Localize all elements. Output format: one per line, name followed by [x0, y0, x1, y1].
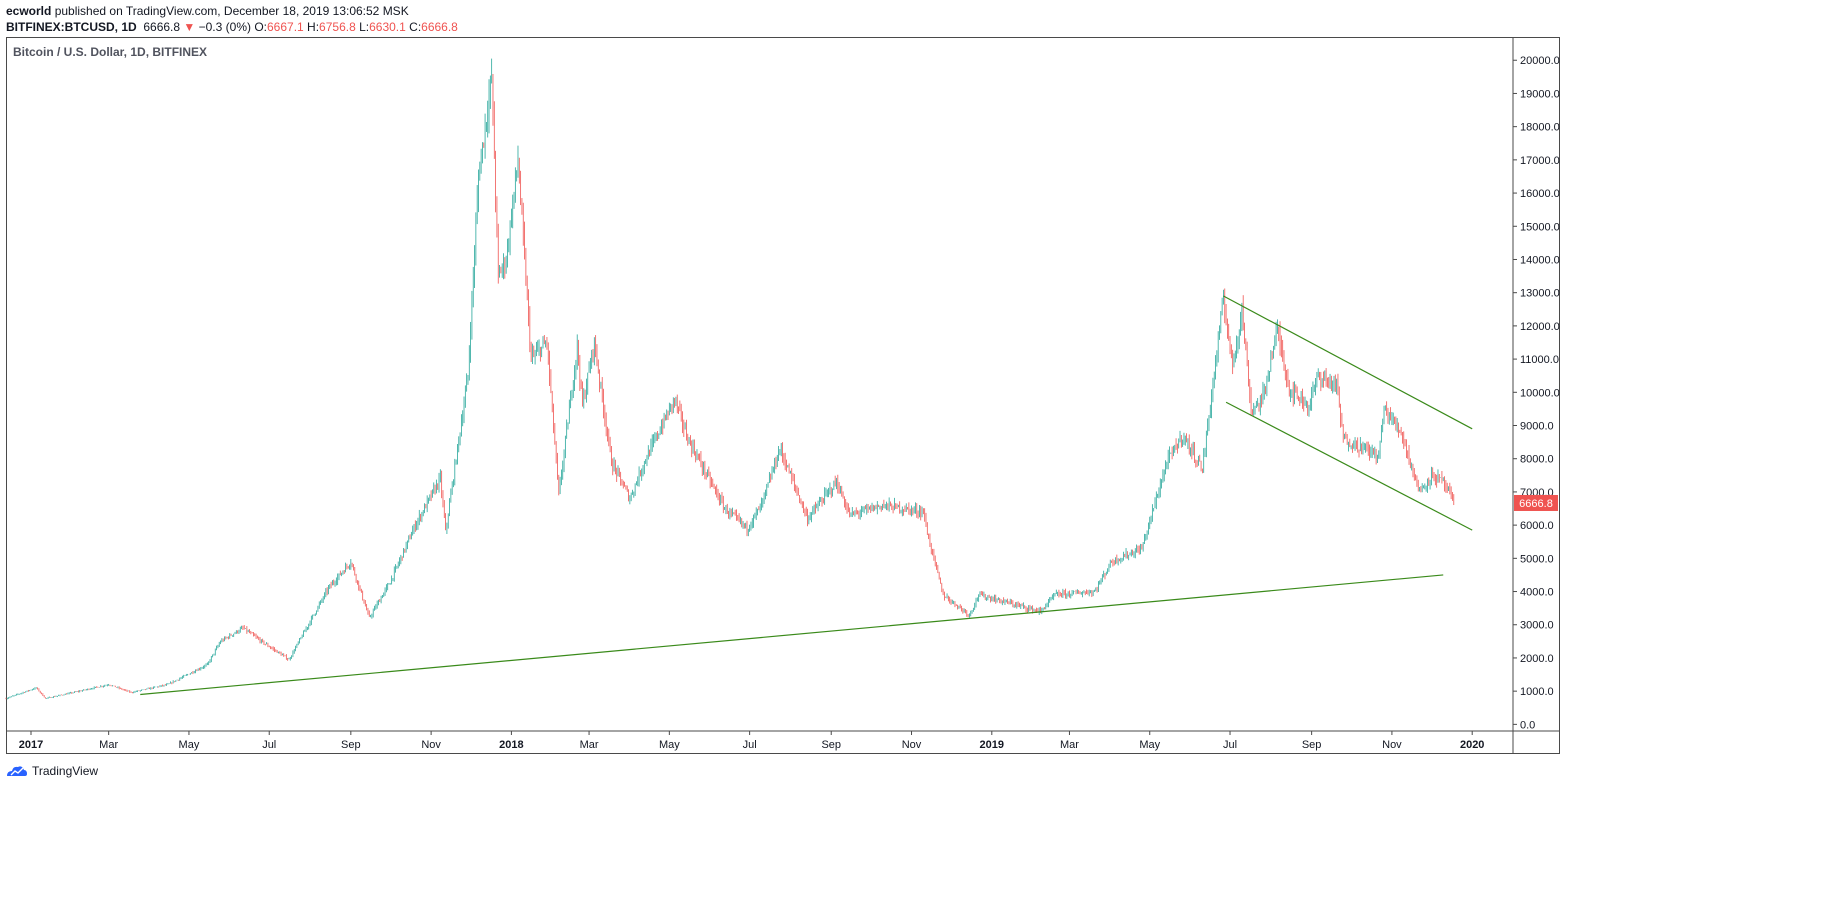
price-tick-label: 19000.0 [1520, 88, 1560, 100]
down-arrow-icon: ▼ [183, 20, 196, 34]
trendline-channel-lower[interactable] [1225, 401, 1473, 531]
time-tick-label: Sep [1302, 739, 1322, 751]
trendline-channel-upper[interactable] [1223, 295, 1473, 430]
price-tick-label: 14000.0 [1520, 254, 1560, 266]
price-tick-label: 12000.0 [1520, 321, 1560, 333]
time-tick-label: Mar [99, 739, 118, 751]
time-tick-label: Mar [580, 739, 599, 751]
price-tick-label: 20000.0 [1520, 55, 1560, 67]
trendlines-layer[interactable] [140, 295, 1473, 696]
price-change: −0.3 (0%) [198, 20, 251, 34]
price-tick-label: 8000.0 [1520, 454, 1554, 466]
time-tick-label: May [179, 739, 200, 751]
trendline-long-term-support[interactable] [140, 574, 1444, 696]
price-tick-label: 3000.0 [1520, 620, 1554, 632]
candles-layer [5, 58, 1455, 700]
time-tick-label: May [659, 739, 680, 751]
time-tick-label: Sep [341, 739, 361, 751]
price-tick-label: 5000.0 [1520, 553, 1554, 565]
last-price-tag-bg [1514, 494, 1558, 511]
author-name[interactable]: ecworld [6, 4, 52, 18]
time-tick-label: Nov [421, 739, 441, 751]
time-tick-label: Mar [1060, 739, 1079, 751]
time-axis[interactable]: 2017 Mar May Jul Sep Nov 2018 Mar May Jul Sep Nov 20… [19, 731, 1485, 751]
chart-title: Bitcoin / U.S. Dollar, 1D, BITFINEX [13, 45, 208, 59]
high-value: 6756.8 [319, 20, 356, 34]
time-tick-label: May [1139, 739, 1160, 751]
price-tick-label: 9000.0 [1520, 421, 1554, 433]
low-value: 6630.1 [369, 20, 406, 34]
price-tick-label: 4000.0 [1520, 587, 1554, 599]
time-tick-label: Nov [1382, 739, 1402, 751]
price-tick-label: 13000.0 [1520, 288, 1560, 300]
price-tick-label: 15000.0 [1520, 221, 1560, 233]
publish-info: ecworld published on TradingView.com, De… [6, 4, 409, 19]
tradingview-logo-icon [7, 766, 27, 776]
time-tick-label: 2017 [19, 739, 43, 751]
close-label: C: [409, 20, 422, 34]
price-tick-label: 0.0 [1520, 719, 1535, 731]
close-value: 6666.8 [421, 20, 458, 34]
last-price-tag: 6666.8 [1514, 494, 1558, 511]
time-tick-label: Jul [743, 739, 757, 751]
time-tick-label: 2020 [1460, 739, 1484, 751]
time-tick-label: Sep [821, 739, 841, 751]
time-tick-label: Jul [262, 739, 276, 751]
price-tick-label: 17000.0 [1520, 155, 1560, 167]
tradingview-footer[interactable]: TradingView [6, 762, 98, 780]
price-tick-label: 16000.0 [1520, 188, 1560, 200]
price-tick-label: 1000.0 [1520, 686, 1554, 698]
time-tick-label: Jul [1223, 739, 1237, 751]
price-tick-label: 10000.0 [1520, 387, 1560, 399]
open-label: O: [254, 20, 267, 34]
price-tick-label: 6000.0 [1520, 520, 1554, 532]
price-tick-label: 2000.0 [1520, 653, 1554, 665]
publish-text: published on TradingView.com, December 1… [51, 4, 409, 18]
symbol-info-bar: BITFINEX:BTCUSD, 1D 6666.8 ▼ −0.3 (0%) O… [6, 20, 458, 35]
price-axis[interactable]: 20000.0 19000.0 18000.0 17000.0 16000.0 15000… [1513, 55, 1560, 731]
last-price: 6666.8 [143, 20, 181, 34]
last-price-tag-label: 6666.8 [1519, 498, 1553, 510]
price-tick-label: 18000.0 [1520, 122, 1560, 134]
symbol-label: BITFINEX:BTCUSD, 1D [6, 20, 137, 34]
high-label: H: [307, 20, 320, 34]
low-label: L: [359, 20, 370, 34]
tradingview-brand: TradingView [32, 764, 99, 778]
price-tick-label: 11000.0 [1520, 354, 1559, 366]
time-tick-label: 2019 [980, 739, 1004, 751]
time-tick-label: 2018 [499, 739, 523, 751]
open-value: 6667.1 [267, 20, 304, 34]
time-tick-label: Nov [902, 739, 922, 751]
